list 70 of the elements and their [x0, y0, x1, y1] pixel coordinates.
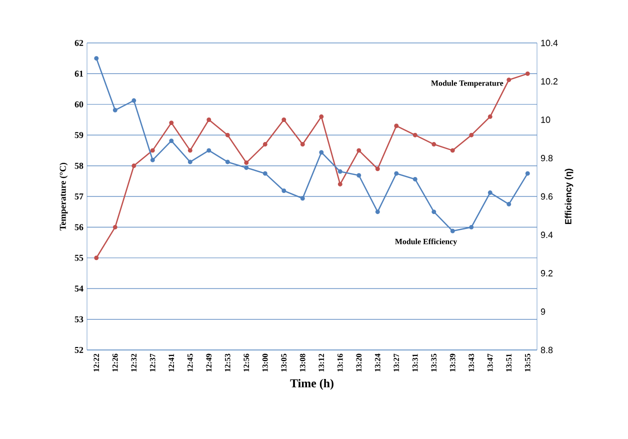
point — [432, 142, 436, 147]
point — [375, 166, 380, 172]
point — [112, 108, 118, 112]
point — [506, 202, 512, 206]
point — [206, 148, 212, 153]
point — [132, 98, 136, 103]
point — [375, 210, 380, 214]
point — [262, 142, 268, 147]
y-tick-label: 53 — [74, 316, 84, 322]
point — [525, 171, 530, 176]
point — [469, 132, 474, 138]
y2-axis-title: Efficiency (η) — [564, 168, 574, 224]
y2-tick-label: 10 — [541, 116, 550, 123]
point — [169, 138, 174, 144]
y-tick-label: 61 — [74, 70, 84, 77]
y-tick-label: 62 — [74, 40, 84, 46]
point — [300, 142, 305, 147]
point — [412, 132, 418, 138]
point — [282, 188, 286, 193]
y-tick-label: 59 — [74, 132, 84, 138]
point — [488, 190, 492, 195]
point — [412, 176, 418, 182]
point — [225, 132, 230, 138]
point — [506, 78, 512, 82]
y-tick-label: 56 — [74, 224, 84, 230]
y2-tick-label: 10.2 — [541, 78, 558, 85]
point — [282, 117, 286, 122]
point — [338, 182, 342, 186]
point — [262, 171, 268, 176]
y-tick-label: 55 — [74, 254, 84, 261]
y-tick-label: 60 — [74, 101, 84, 108]
point — [225, 160, 230, 164]
y2-tick-label: 9.2 — [540, 270, 553, 276]
point — [432, 210, 436, 214]
point — [319, 114, 324, 119]
y2-tick-label: 9 — [540, 308, 546, 315]
point — [94, 56, 99, 61]
point — [150, 148, 155, 153]
y-tick-label: 58 — [74, 162, 84, 169]
point — [319, 150, 324, 155]
point — [112, 224, 118, 230]
point — [356, 148, 362, 153]
point — [150, 158, 155, 162]
y2-tick-label: 9.8 — [540, 154, 553, 162]
point — [394, 171, 399, 176]
y-tick-label: 54 — [74, 286, 84, 292]
x-axis-title: Time (h) — [290, 378, 334, 390]
y-tick-label: 52 — [74, 346, 84, 354]
point — [188, 148, 192, 153]
point — [488, 114, 492, 119]
point — [356, 173, 362, 178]
y2-tick-label: 9.4 — [540, 232, 553, 238]
point — [169, 120, 174, 126]
point — [132, 164, 136, 168]
y2-tick-label: 10.4 — [541, 40, 558, 46]
point — [450, 148, 455, 153]
point — [469, 224, 474, 230]
y2-tick-label: 8.8 — [540, 346, 553, 354]
point — [450, 228, 455, 234]
point — [188, 160, 192, 164]
y-axis-title: Temperature (°C) — [60, 162, 68, 230]
point — [206, 117, 212, 122]
point — [94, 256, 99, 260]
y-tick-label: 57 — [74, 194, 84, 200]
point — [394, 124, 399, 128]
point — [525, 71, 530, 76]
y2-tick-label: 9.6 — [540, 193, 553, 200]
point — [338, 169, 342, 174]
point — [244, 160, 249, 165]
point — [300, 196, 305, 201]
